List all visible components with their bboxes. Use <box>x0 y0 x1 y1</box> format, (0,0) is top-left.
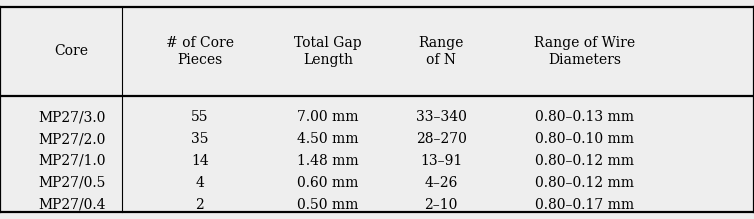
Text: # of Core
Pieces: # of Core Pieces <box>166 36 234 67</box>
Text: 2: 2 <box>195 198 204 212</box>
Text: 2–10: 2–10 <box>425 198 458 212</box>
Text: MP27/1.0: MP27/1.0 <box>38 154 106 168</box>
Text: 0.80–0.12 mm: 0.80–0.12 mm <box>535 154 634 168</box>
Text: MP27/3.0: MP27/3.0 <box>38 110 106 124</box>
Text: 0.80–0.17 mm: 0.80–0.17 mm <box>535 198 634 212</box>
Text: 0.80–0.12 mm: 0.80–0.12 mm <box>535 176 634 190</box>
Text: 55: 55 <box>191 110 209 124</box>
Text: 35: 35 <box>191 132 209 146</box>
Text: 4: 4 <box>195 176 204 190</box>
Text: 13–91: 13–91 <box>420 154 462 168</box>
Text: 7.00 mm: 7.00 mm <box>297 110 359 124</box>
Text: 14: 14 <box>191 154 209 168</box>
Text: MP27/0.4: MP27/0.4 <box>38 198 106 212</box>
Text: 0.60 mm: 0.60 mm <box>297 176 359 190</box>
Text: Core: Core <box>54 44 89 58</box>
Text: MP27/0.5: MP27/0.5 <box>38 176 106 190</box>
Text: MP27/2.0: MP27/2.0 <box>38 132 106 146</box>
Text: Total Gap
Length: Total Gap Length <box>294 36 362 67</box>
Text: 1.48 mm: 1.48 mm <box>297 154 359 168</box>
Text: 4.50 mm: 4.50 mm <box>297 132 359 146</box>
Text: 0.80–0.10 mm: 0.80–0.10 mm <box>535 132 634 146</box>
Text: 0.50 mm: 0.50 mm <box>297 198 359 212</box>
Text: Range of Wire
Diameters: Range of Wire Diameters <box>534 36 635 67</box>
Text: Range
of N: Range of N <box>418 36 464 67</box>
Text: 33–340: 33–340 <box>415 110 467 124</box>
Text: 0.80–0.13 mm: 0.80–0.13 mm <box>535 110 634 124</box>
Text: 28–270: 28–270 <box>415 132 467 146</box>
Text: 4–26: 4–26 <box>425 176 458 190</box>
